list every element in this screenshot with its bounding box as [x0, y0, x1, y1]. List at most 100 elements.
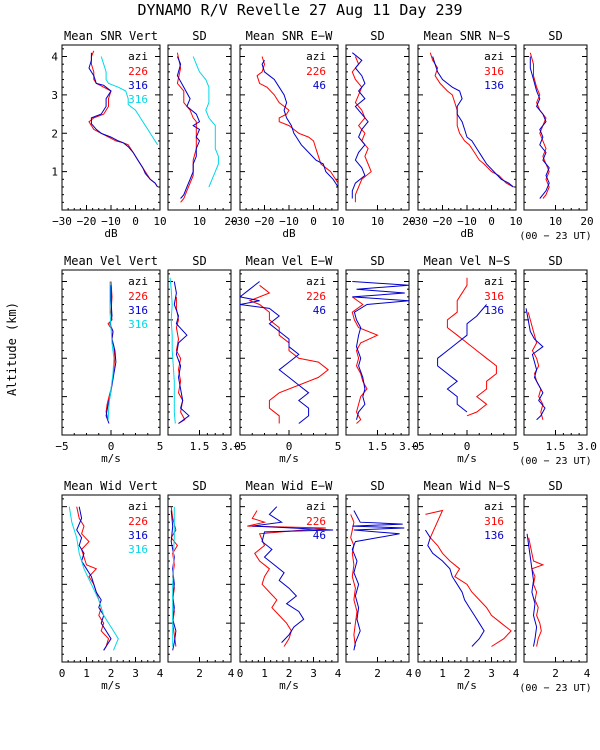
- panel-title: SD: [370, 29, 384, 43]
- panel-title: SD: [548, 254, 562, 268]
- series-line: [192, 56, 219, 188]
- panel-title: Mean Wid Vert: [64, 479, 158, 493]
- x-tick-label: 3: [310, 667, 317, 680]
- series-line: [76, 506, 112, 651]
- x-axis-label: m/s: [457, 452, 477, 465]
- legend-header: azi: [128, 275, 148, 288]
- series-line: [172, 506, 175, 647]
- y-tick-label: 2: [51, 127, 58, 140]
- series-line: [240, 281, 310, 424]
- panel-frame: [167, 44, 232, 211]
- x-tick-label: 1: [261, 667, 268, 680]
- legend-header: azi: [306, 500, 326, 513]
- panel-title: Mean Vel N−S: [424, 254, 511, 268]
- x-tick-label: −30: [408, 215, 428, 228]
- x-tick-label: 4: [157, 667, 164, 680]
- time-range-note: (00 − 23 UT): [519, 231, 591, 242]
- legend-entry: 316: [128, 304, 148, 317]
- x-tick-label: 1.5: [368, 440, 388, 453]
- series-line: [529, 56, 550, 199]
- legend-header: azi: [128, 50, 148, 63]
- legend-entry: 226: [306, 65, 326, 78]
- x-axis-label: m/s: [457, 679, 477, 692]
- x-tick-label: −10: [279, 215, 299, 228]
- page-title: DYNAMO R/V Revelle 27 Aug 11 Day 239: [137, 1, 463, 19]
- x-tick-label: 0: [286, 440, 293, 453]
- legend-entry: 226: [128, 515, 148, 528]
- x-tick-label: 20: [402, 215, 415, 228]
- legend-entry: 316: [128, 543, 148, 556]
- legend-entry: 226: [128, 290, 148, 303]
- legend-entry: 136: [484, 79, 504, 92]
- x-tick-label: 5: [335, 440, 342, 453]
- legend-entry: 316: [128, 79, 148, 92]
- panel-title: Mean SNR Vert: [64, 29, 158, 43]
- panel-wid-ew-sd: SD 2 4: [345, 479, 413, 680]
- series-line: [105, 285, 117, 424]
- series-line: [352, 281, 409, 420]
- x-tick-label: 2: [108, 667, 115, 680]
- legend-entry: 46: [313, 304, 326, 317]
- x-tick-label: 10: [153, 215, 166, 228]
- x-tick-label: −5: [233, 440, 246, 453]
- series-line: [526, 533, 538, 647]
- x-tick-label: −10: [101, 215, 121, 228]
- series-line: [170, 510, 177, 651]
- x-tick-label: 4: [335, 667, 342, 680]
- x-tick-label: −20: [77, 215, 97, 228]
- x-tick-label: 4: [228, 667, 235, 680]
- x-tick-label: 4: [584, 667, 591, 680]
- panel-wid-vert-sd: SD 2 4: [167, 479, 235, 680]
- legend-header: azi: [306, 50, 326, 63]
- time-range-note: (00 − 23 UT): [519, 456, 591, 467]
- panel-title: SD: [192, 29, 206, 43]
- legend-entry: 316: [128, 529, 148, 542]
- series-line: [528, 537, 545, 647]
- x-tick-label: 2: [286, 667, 293, 680]
- x-tick-label: 2: [552, 667, 559, 680]
- x-tick-label: −10: [457, 215, 477, 228]
- x-tick-label: −5: [55, 440, 68, 453]
- x-tick-label: 20: [224, 215, 237, 228]
- legend-header: azi: [128, 500, 148, 513]
- series-line: [527, 312, 544, 420]
- x-axis-label: dB: [282, 227, 296, 240]
- legend-entry: 46: [313, 529, 326, 542]
- panel-frame: [345, 44, 410, 211]
- panel-title: SD: [548, 479, 562, 493]
- x-tick-label: 0: [59, 667, 66, 680]
- x-tick-label: 4: [406, 667, 413, 680]
- y-tick-label: 1: [51, 166, 58, 179]
- series-line: [529, 52, 550, 199]
- legend-entry: 226: [306, 290, 326, 303]
- x-tick-label: 0: [132, 215, 139, 228]
- x-tick-label: 0: [310, 215, 317, 228]
- series-line: [446, 277, 497, 417]
- x-tick-label: 10: [193, 215, 206, 228]
- x-tick-label: 4: [513, 667, 520, 680]
- legend-entry: 316: [484, 515, 504, 528]
- x-tick-label: 2: [464, 667, 471, 680]
- series-line: [88, 52, 159, 188]
- legend-header: azi: [484, 50, 504, 63]
- series-line: [176, 52, 197, 203]
- legend-header: azi: [484, 275, 504, 288]
- panel-wid-ns-sd: SD 2 4 (00 − 23 UT): [519, 479, 591, 694]
- panel-title: SD: [192, 254, 206, 268]
- series-line: [437, 304, 487, 413]
- x-tick-label: 0: [415, 667, 422, 680]
- legend-entry: 226: [306, 515, 326, 528]
- x-axis-label: m/s: [101, 679, 121, 692]
- series-line: [525, 308, 546, 421]
- series-line: [429, 52, 514, 188]
- panel-vel-ew-sd: SD 1.5 3.0: [345, 254, 419, 453]
- legend-entry: 316: [484, 65, 504, 78]
- panel-title: Mean Vel Vert: [64, 254, 158, 268]
- time-range-note: (00 − 23 UT): [519, 683, 591, 694]
